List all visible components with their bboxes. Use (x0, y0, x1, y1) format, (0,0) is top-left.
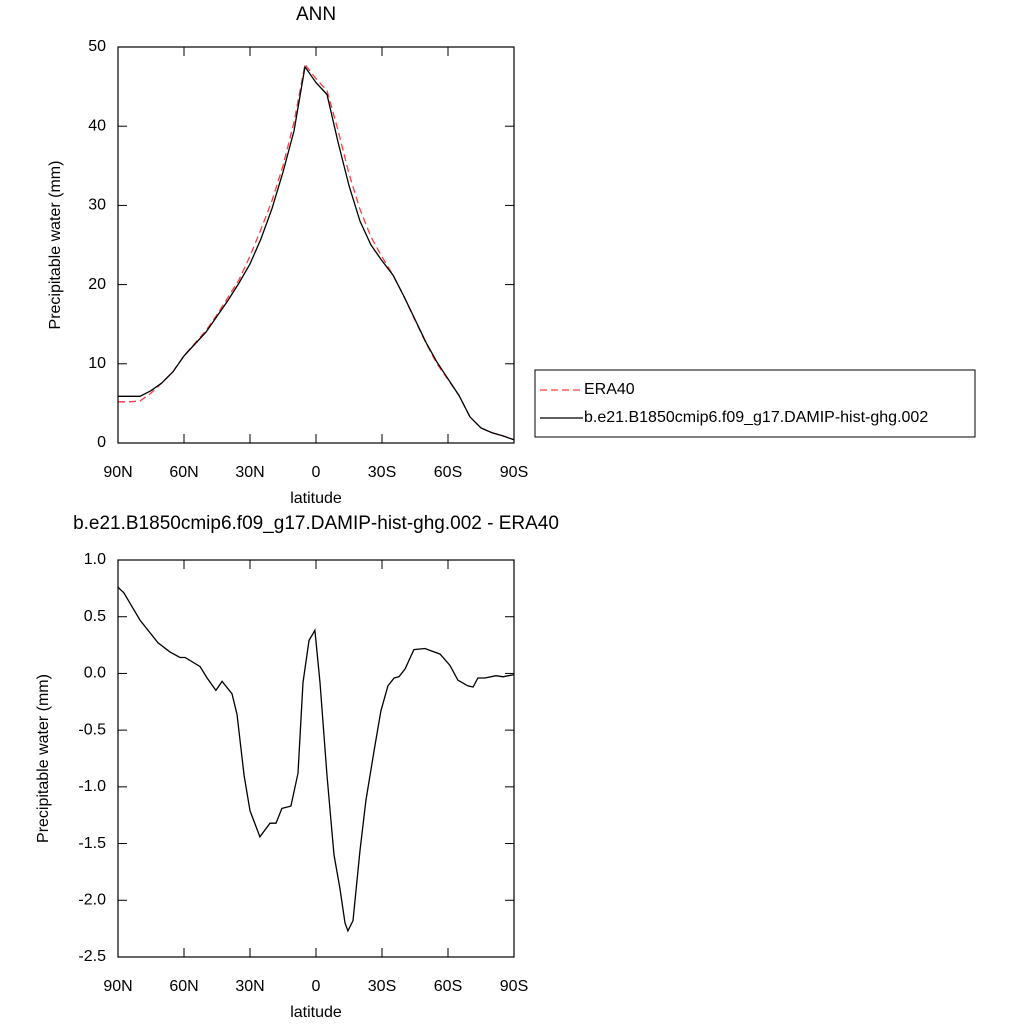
x-tick-label: 60N (169, 978, 198, 995)
y-tick-label: -1.5 (78, 835, 106, 852)
y-tick-label: -0.5 (78, 721, 106, 738)
x-tick-label: 30N (235, 464, 264, 481)
y-tick-label: 50 (88, 38, 106, 55)
legend-box (534, 369, 976, 438)
legend-label: ERA40 (584, 381, 635, 398)
y-tick-label: 0 (97, 434, 106, 451)
x-tick-label: 0 (312, 464, 321, 481)
legend-label: b.e21.B1850cmip6.f09_g17.DAMIP-hist-ghg.… (584, 409, 928, 426)
y-tick-label: -1.0 (78, 778, 106, 795)
x-axis-label: latitude (290, 1004, 342, 1021)
x-tick-label: 30N (235, 978, 264, 995)
y-axis-label: Precipitable water (mm) (47, 161, 64, 330)
y-tick-label: 30 (88, 197, 106, 214)
y-tick-label: 1.0 (84, 551, 106, 568)
x-tick-label: 0 (312, 978, 321, 995)
plot-frame (117, 559, 515, 958)
x-tick-label: 90S (500, 464, 528, 481)
y-tick-label: 0.0 (84, 665, 106, 682)
x-tick-label: 60S (434, 464, 462, 481)
chart-title: ANN (296, 4, 336, 25)
y-axis-label: Precipitable water (mm) (35, 674, 52, 843)
data-line (118, 65, 515, 441)
y-tick-label: 40 (88, 117, 106, 134)
chart-title: b.e21.B1850cmip6.f09_g17.DAMIP-hist-ghg.… (73, 513, 559, 534)
x-tick-label: 30S (368, 464, 396, 481)
x-axis-label: latitude (290, 490, 342, 507)
x-tick-label: 30S (368, 978, 396, 995)
y-tick-label: -2.0 (78, 892, 106, 909)
y-tick-label: 0.5 (84, 608, 106, 625)
x-tick-label: 60N (169, 464, 198, 481)
x-tick-label: 90N (103, 464, 132, 481)
x-tick-label: 90N (103, 978, 132, 995)
plot-frame (117, 46, 515, 444)
y-tick-label: 20 (88, 276, 106, 293)
data-line (118, 62, 515, 441)
x-tick-label: 60S (434, 978, 462, 995)
data-line (117, 586, 515, 933)
y-tick-label: -2.5 (78, 948, 106, 965)
x-tick-label: 90S (500, 978, 528, 995)
y-tick-label: 10 (88, 355, 106, 372)
